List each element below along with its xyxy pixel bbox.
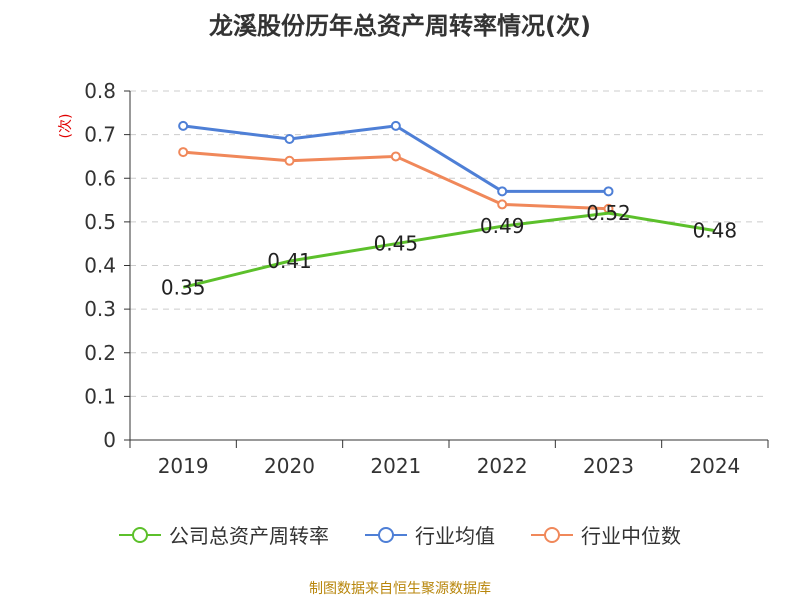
series-point-1 [390, 120, 401, 131]
legend-item-industry-mean[interactable]: 行业均值 [365, 520, 495, 549]
x-tick-label: 2024 [689, 454, 740, 478]
data-label: 0.45 [374, 232, 419, 256]
series-point-2 [284, 155, 295, 166]
data-label: 0.52 [586, 201, 631, 225]
y-tick-label: 0.1 [84, 384, 116, 408]
series-point-2 [497, 199, 508, 210]
y-tick-label: 0.3 [84, 297, 116, 321]
legend-swatch-industry-median [531, 526, 573, 543]
y-tick-label: 0.5 [84, 210, 116, 234]
y-tick-label: 0.4 [84, 254, 116, 278]
series-point-2 [390, 151, 401, 162]
legend-swatch-company [119, 526, 161, 543]
data-label: 0.48 [693, 219, 738, 243]
y-tick-label: 0.8 [84, 79, 116, 103]
data-label: 0.49 [480, 214, 525, 238]
legend-label-industry-median: 行业中位数 [581, 524, 681, 548]
legend-item-industry-median[interactable]: 行业中位数 [531, 520, 681, 549]
legend-item-company[interactable]: 公司总资产周转率 [119, 520, 329, 549]
legend-label-industry-mean: 行业均值 [415, 524, 495, 548]
chart-legend: 公司总资产周转率 行业均值 行业中位数 [0, 520, 800, 549]
series-point-1 [284, 133, 295, 144]
x-tick-label: 2023 [583, 454, 634, 478]
legend-label-company: 公司总资产周转率 [169, 524, 329, 548]
legend-swatch-industry-mean [365, 526, 407, 543]
y-tick-label: 0.6 [84, 166, 116, 190]
data-source-note: 制图数据来自恒生聚源数据库 [309, 581, 491, 597]
data-label: 0.41 [267, 249, 312, 273]
x-tick-label: 2022 [477, 454, 528, 478]
series-point-1 [603, 186, 614, 197]
y-tick-label: 0 [103, 428, 116, 452]
series-point-2 [178, 147, 189, 158]
y-tick-label: 0.2 [84, 341, 116, 365]
x-tick-label: 2019 [158, 454, 209, 478]
x-tick-label: 2020 [264, 454, 315, 478]
chart-title: 龙溪股份历年总资产周转率情况(次) [209, 12, 591, 40]
y-axis-unit-label: (次) [58, 114, 74, 139]
series-point-1 [497, 186, 508, 197]
y-tick-label: 0.7 [84, 123, 116, 147]
series-point-1 [178, 120, 189, 131]
data-label: 0.35 [161, 275, 206, 299]
series-line-0 [182, 211, 716, 289]
x-tick-label: 2021 [370, 454, 421, 478]
